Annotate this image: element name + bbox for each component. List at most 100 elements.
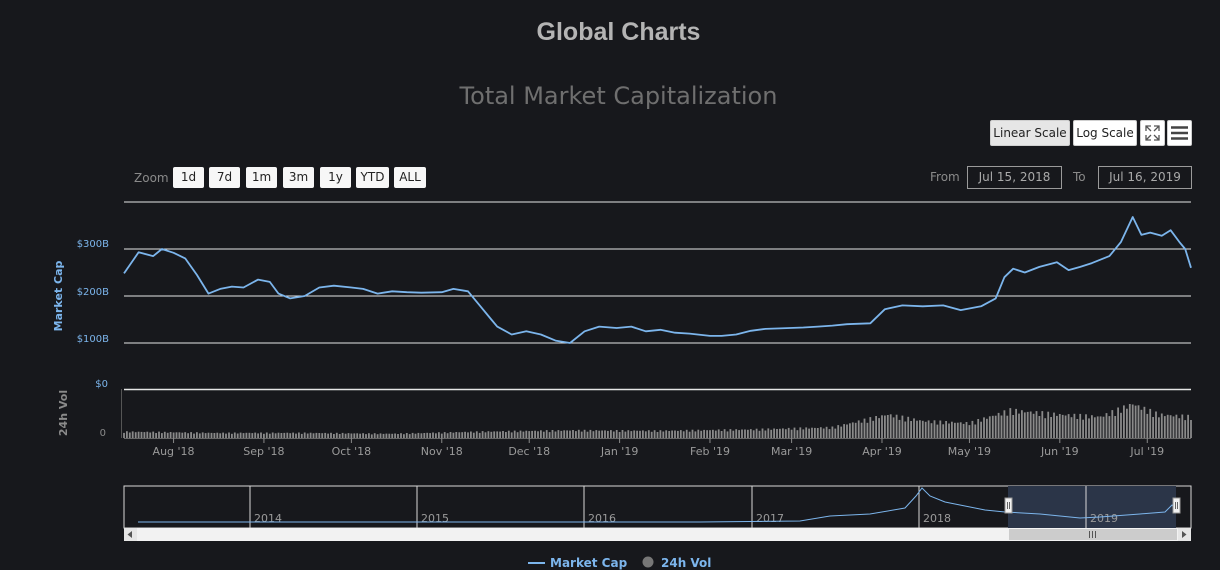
volume-bar — [449, 432, 452, 438]
volume-bar — [233, 432, 236, 438]
volume-bar — [161, 433, 163, 438]
volume-bar — [758, 430, 761, 438]
volume-axis-title: 24h Vol — [57, 390, 70, 436]
zoom-button-all[interactable]: ALL — [394, 167, 426, 188]
volume-bar — [720, 431, 723, 438]
volume-bar — [193, 433, 195, 438]
volume-bar — [414, 433, 417, 438]
volume-bar — [924, 421, 927, 438]
volume-bar — [438, 432, 440, 438]
from-date-input[interactable]: Jul 15, 2018 — [967, 166, 1062, 189]
navigator-selection[interactable] — [1008, 486, 1176, 528]
volume-bar — [365, 434, 367, 438]
volume-bar — [595, 430, 598, 438]
menu-button[interactable] — [1167, 120, 1192, 146]
volume-bar — [1073, 413, 1076, 438]
volume-bar — [1149, 408, 1152, 438]
volume-bar — [837, 425, 840, 438]
volume-bar — [481, 431, 484, 438]
to-date-input[interactable]: Jul 16, 2019 — [1098, 166, 1192, 189]
zoom-button-ytd[interactable]: YTD — [356, 167, 389, 188]
volume-bar — [802, 429, 805, 438]
volume-bar — [575, 431, 577, 438]
navigator-left-handle[interactable] — [1004, 497, 1013, 514]
volume-bar — [344, 433, 347, 438]
zoom-button-1y[interactable]: 1y — [320, 167, 351, 188]
volume-bar — [642, 430, 644, 438]
scrollbar[interactable] — [124, 528, 1191, 541]
volume-bar — [213, 433, 216, 438]
volume-bar — [1009, 408, 1012, 438]
volume-bar — [1131, 404, 1134, 438]
volume-bar — [1003, 410, 1006, 438]
volume-bar — [315, 432, 318, 438]
x-tick-label: Apr '19 — [862, 445, 902, 458]
volume-bar — [534, 430, 536, 438]
volume-bar — [353, 433, 356, 438]
volume-bar — [741, 429, 743, 438]
volume-bar — [752, 430, 755, 438]
volume-bar — [706, 430, 708, 438]
page-title: Global Charts — [536, 18, 701, 46]
volume-bar — [1047, 411, 1050, 438]
volume-bar — [163, 431, 166, 438]
volume-bar — [184, 432, 187, 438]
volume-bar — [470, 431, 472, 438]
volume-bar — [991, 415, 994, 438]
volume-bar — [263, 433, 265, 438]
volume-bar — [738, 430, 740, 438]
volume-bar — [927, 420, 930, 438]
legend-24h-vol[interactable]: 24h Vol — [661, 556, 712, 570]
navigator-right-handle[interactable] — [1172, 497, 1181, 514]
volume-bar — [1000, 415, 1003, 438]
volume-bar — [405, 433, 408, 438]
volume-bar — [131, 431, 134, 438]
volume-bar — [522, 431, 525, 438]
volume-bar — [828, 429, 831, 438]
legend-market-cap[interactable]: Market Cap — [550, 556, 628, 570]
volume-bar — [443, 432, 446, 438]
volume-bar — [601, 430, 603, 438]
volume-bar — [598, 430, 601, 438]
fullscreen-icon — [1145, 125, 1160, 141]
volume-bar — [1120, 412, 1122, 438]
volume-bar — [432, 432, 434, 438]
volume-bar — [639, 430, 641, 438]
x-tick-label: Feb '19 — [690, 445, 730, 458]
volume-bar — [1044, 418, 1047, 438]
volume-bar — [1169, 415, 1172, 438]
volume-bar — [525, 430, 528, 438]
volume-bar — [919, 420, 921, 438]
volume-bar — [860, 422, 863, 438]
volume-bar — [1146, 413, 1149, 438]
volume-bar — [889, 414, 892, 438]
volume-bar — [225, 433, 227, 438]
volume-bar — [376, 434, 379, 438]
log-scale-button[interactable]: Log Scale — [1073, 120, 1137, 146]
volume-bar — [679, 430, 682, 438]
volume-bar — [1079, 413, 1082, 438]
volume-bar — [1012, 415, 1015, 438]
volume-bar — [653, 430, 656, 438]
volume-bar — [169, 432, 172, 438]
zoom-button-3m[interactable]: 3m — [283, 167, 314, 188]
zoom-button-7d[interactable]: 7d — [209, 167, 240, 188]
volume-bar — [435, 433, 437, 438]
volume-bar — [569, 430, 571, 438]
navigator[interactable]: 2014 2015 2016 2017 2018 2019 — [123, 485, 1192, 529]
legend[interactable] — [528, 556, 654, 568]
volume-bar — [274, 433, 277, 438]
linear-scale-button[interactable]: Linear Scale — [990, 120, 1070, 146]
volume-bar — [1160, 413, 1163, 438]
volume-bar — [1093, 417, 1096, 438]
volume-bar — [394, 433, 396, 438]
navigator-year-label: 2016 — [588, 512, 616, 525]
zoom-button-1m[interactable]: 1m — [246, 167, 277, 188]
fullscreen-button[interactable] — [1140, 120, 1165, 146]
zoom-button-1d[interactable]: 1d — [173, 167, 204, 188]
volume-bar — [1026, 411, 1029, 438]
volume-bar — [330, 432, 332, 438]
volume-bar — [123, 432, 125, 438]
volume-bar — [429, 433, 431, 438]
volume-bar — [423, 433, 426, 438]
